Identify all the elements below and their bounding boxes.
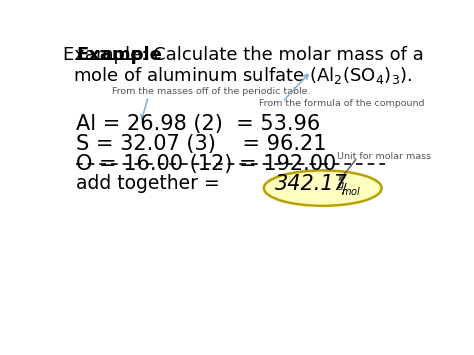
Text: From the formula of the compound: From the formula of the compound (259, 99, 425, 108)
Text: Al = 26.98 (2)  = 53.96: Al = 26.98 (2) = 53.96 (76, 114, 320, 134)
Text: O = 16.00 (12) = 192.00: O = 16.00 (12) = 192.00 (76, 154, 337, 174)
Text: add together =: add together = (76, 174, 226, 193)
Text: mole of aluminum sulfate (Al$_2$(SO$_4$)$_3$).: mole of aluminum sulfate (Al$_2$(SO$_4$)… (73, 65, 412, 86)
Ellipse shape (264, 170, 382, 206)
Text: 342.17: 342.17 (275, 174, 347, 194)
Text: $_{mol}$: $_{mol}$ (341, 184, 361, 197)
Text: Unit for molar mass: Unit for molar mass (337, 152, 431, 161)
Text: S = 32.07 (3)    = 96.21: S = 32.07 (3) = 96.21 (76, 134, 327, 154)
Text: $^g\!/$: $^g\!/$ (337, 180, 348, 197)
Text: Example: Calculate the molar mass of a: Example: Calculate the molar mass of a (63, 47, 423, 65)
Text: Example: Example (76, 47, 162, 65)
Text: From the masses off of the periodic table.: From the masses off of the periodic tabl… (112, 87, 310, 96)
